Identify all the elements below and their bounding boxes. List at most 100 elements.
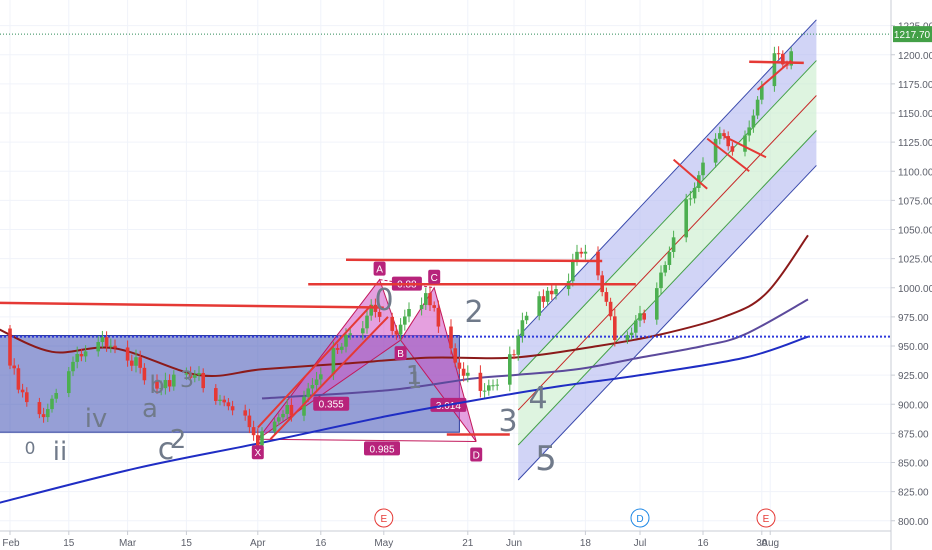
- candle-body: [138, 357, 142, 368]
- candle-body: [281, 413, 285, 418]
- wave-label: 3: [180, 368, 194, 393]
- candle-body: [659, 272, 663, 289]
- last-price-tag: 1217.70: [893, 26, 932, 43]
- candle-body: [125, 347, 130, 361]
- candle-body: [692, 187, 697, 199]
- candle-body: [508, 354, 512, 385]
- channel-band: [518, 130, 817, 480]
- event-marker: [756, 508, 776, 528]
- candle-body: [310, 384, 315, 389]
- candle-body: [424, 293, 428, 305]
- candle-body: [79, 353, 84, 357]
- moving-averages: [0, 234, 809, 504]
- channel-band: [518, 95, 817, 446]
- wave-label: iv: [85, 404, 108, 434]
- candle-body: [172, 374, 176, 387]
- y-tick-label: 825.00: [898, 488, 929, 499]
- wave-label: 3: [498, 404, 517, 439]
- candle-body: [482, 390, 487, 392]
- candle-body: [260, 431, 264, 446]
- candle-body: [130, 360, 134, 366]
- y-tick-label: 1025.00: [898, 255, 932, 266]
- x-tick-label: Jul: [634, 538, 647, 549]
- candle-body: [193, 374, 197, 378]
- candle-body: [516, 336, 520, 355]
- candle-body: [243, 410, 247, 416]
- candle-body: [369, 304, 373, 316]
- candle-body: [478, 372, 483, 391]
- pattern-point-label: D: [473, 451, 480, 462]
- candle-body: [331, 348, 336, 375]
- candle-body: [575, 251, 579, 260]
- channel-line: [517, 130, 817, 446]
- candle-body: [613, 316, 617, 341]
- wave-label: c: [158, 432, 175, 467]
- candle-body: [718, 133, 722, 139]
- moving-average-line: [0, 335, 809, 504]
- candle-body: [289, 404, 294, 416]
- red-trendline: [672, 158, 708, 190]
- candle-body: [8, 328, 12, 366]
- candle-body: [20, 389, 25, 393]
- candle-body: [655, 288, 659, 320]
- y-tick-label: 1075.00: [898, 196, 932, 207]
- candle-body: [390, 316, 394, 331]
- candle-body: [16, 368, 21, 390]
- candle-body: [365, 315, 369, 329]
- wave-label: 0: [25, 439, 36, 459]
- candle-body: [214, 388, 218, 401]
- red-trendline: [723, 135, 767, 159]
- pattern-ratio-tag: [313, 396, 350, 411]
- x-tick-label: 16: [315, 538, 327, 549]
- candle-body: [403, 316, 407, 325]
- candle-body: [306, 388, 310, 397]
- x-tick-label: Apr: [250, 538, 266, 549]
- x-tick-label: 21: [462, 538, 474, 549]
- candle-body: [461, 368, 466, 376]
- candle-body: [550, 290, 554, 295]
- pattern-xd-line: [257, 438, 477, 443]
- candle-body: [524, 315, 529, 321]
- pattern-point-tag: [470, 447, 483, 462]
- candle-body: [96, 342, 100, 352]
- wave-label: 5: [535, 439, 557, 479]
- candle-body: [75, 353, 79, 362]
- candle-body: [142, 367, 147, 381]
- candle-body: [596, 251, 600, 276]
- last-price-box: [893, 26, 932, 43]
- candle-body: [46, 409, 50, 418]
- wave-label: 2: [170, 425, 187, 455]
- x-tick-label: Mar: [119, 538, 137, 549]
- wave-label: a: [142, 394, 158, 424]
- y-tick-label: 875.00: [898, 429, 929, 440]
- candle-body: [197, 372, 201, 375]
- y-tick-label: 850.00: [898, 459, 929, 470]
- candle-body: [751, 115, 756, 128]
- channel-band: [518, 60, 817, 411]
- y-tick-label: 1175.00: [898, 80, 932, 91]
- channel-line: [517, 60, 817, 376]
- candle-body: [163, 380, 168, 389]
- y-tick-label: 1200.00: [898, 51, 932, 62]
- moving-average-line: [0, 234, 809, 378]
- candle-body: [67, 371, 71, 394]
- candle-body: [230, 406, 235, 411]
- candle-body: [109, 345, 113, 347]
- candle-body: [537, 296, 541, 316]
- candle-body: [348, 333, 352, 335]
- candle-body: [104, 337, 109, 347]
- candle-body: [457, 362, 462, 369]
- candle-body: [41, 414, 46, 418]
- candle-body: [155, 380, 159, 389]
- candle-body: [755, 99, 760, 116]
- y-tick-label: 1125.00: [898, 138, 932, 149]
- candle-body: [432, 305, 436, 308]
- wave-label: 4: [528, 381, 547, 416]
- x-tick-label: 15: [181, 538, 193, 549]
- wave-label: 1: [406, 361, 423, 391]
- candle-body: [634, 320, 638, 333]
- pattern-point-label: A: [376, 265, 383, 276]
